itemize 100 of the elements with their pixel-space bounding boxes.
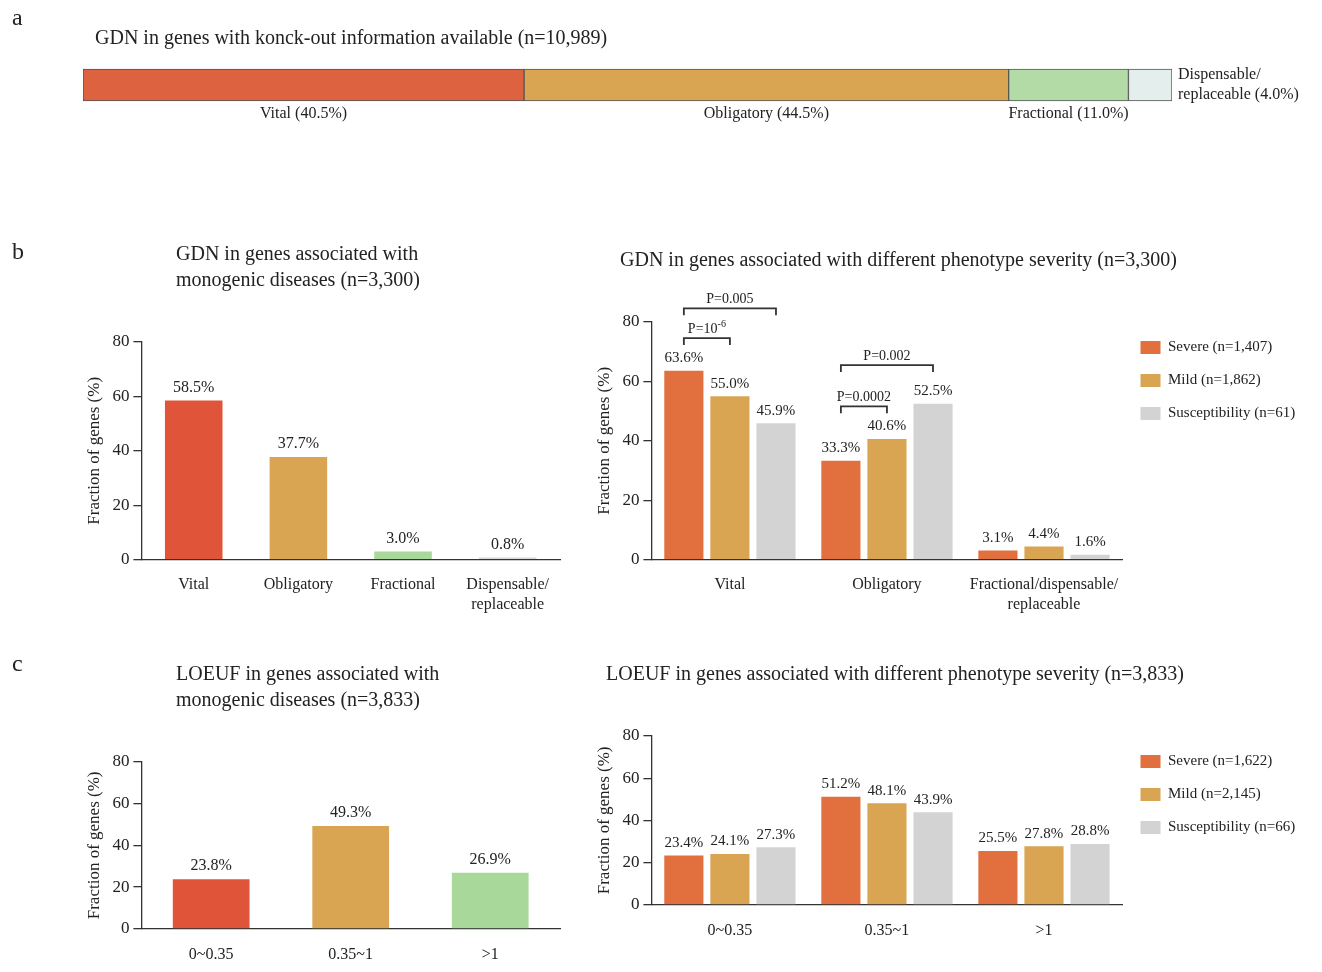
data-label: 24.1% (710, 832, 750, 849)
data-label: Dispensable/ replaceable (4.0%) (1178, 65, 1299, 104)
bar (1024, 846, 1064, 905)
bar (867, 439, 907, 559)
y-tick-label: 0 (630, 894, 640, 914)
bar (1070, 554, 1110, 559)
y-tick-label: 0 (120, 918, 130, 938)
x-tick-label: >1 (481, 944, 499, 962)
bar (821, 796, 861, 905)
annotation: P=0.002 (863, 348, 911, 364)
text: a (12, 4, 23, 31)
x-tick-label: >1 (1035, 920, 1053, 938)
data-label: 49.3% (330, 803, 372, 821)
y-tick-label: 20 (112, 876, 130, 896)
y-tick-label: 60 (112, 793, 130, 813)
x-tick-label: Obligatory (852, 575, 922, 594)
bar (710, 396, 750, 559)
data-label: 28.8% (1070, 822, 1110, 839)
data-label: 33.3% (821, 439, 861, 456)
text: P=0.005 (706, 291, 754, 307)
x-tick-label: Vital (714, 575, 746, 593)
data-label: 51.2% (821, 775, 861, 792)
bar (269, 457, 328, 559)
bar (756, 423, 796, 559)
bar (172, 879, 250, 929)
bar (978, 550, 1018, 559)
y-tick-label: 60 (622, 370, 640, 390)
y-tick-label: 60 (112, 385, 130, 405)
chart-title: LOEUF in genes associated with different phenotype severity (n=3,833) (606, 661, 1185, 686)
y-tick-label: 20 (622, 489, 640, 509)
chart-title: LOEUF in genes associated with monogenic diseases (n=3,833) (176, 661, 441, 712)
y-axis-title: Fraction of genes (%) (593, 366, 613, 515)
annotation: P=0.0002 (836, 389, 892, 405)
data-label: 27.8% (1024, 824, 1064, 841)
data-label: 3.0% (386, 528, 420, 546)
data-label: 4.4% (1028, 524, 1060, 541)
y-axis-title: Fraction of genes (%) (83, 771, 103, 920)
x-tick-label: Fractional/dispensable/replaceable (969, 575, 1119, 613)
data-label: 48.1% (867, 781, 907, 798)
data-label: Fractional (11.0%) (1008, 104, 1129, 123)
data-label: 27.3% (756, 825, 796, 842)
y-tick-label: 80 (622, 725, 640, 745)
x-tick-label: 0.35~1 (864, 920, 910, 938)
y-tick-label: 40 (622, 809, 640, 829)
y-tick-label: 20 (622, 852, 640, 872)
data-label: 25.5% (978, 829, 1018, 846)
legend-label: Mild (n=2,145) (1168, 785, 1261, 803)
legend-label: Susceptibility (n=66) (1168, 818, 1296, 836)
legend-label: Mild (n=1,862) (1168, 371, 1261, 389)
text: b (12, 238, 24, 265)
bar (1024, 546, 1064, 559)
data-label: 45.9% (756, 401, 796, 418)
y-tick-label: 60 (622, 767, 640, 787)
bar (374, 551, 432, 559)
bar (913, 403, 953, 559)
y-tick-label: 20 (112, 494, 130, 514)
data-label: 26.9% (469, 849, 511, 867)
text: c (12, 650, 23, 677)
bar (867, 803, 907, 905)
data-label: 52.5% (913, 382, 953, 399)
data-label: 55.0% (710, 374, 750, 391)
data-label: 37.7% (277, 434, 320, 452)
chart-title: GDN in genes associated with monogenic diseases (n=3,300) (176, 241, 421, 292)
data-label: 1.6% (1074, 533, 1106, 550)
y-tick-label: 40 (112, 834, 130, 854)
legend-label: Susceptibility (n=61) (1168, 404, 1296, 422)
x-tick-label: Obligatory (263, 575, 334, 594)
legend-label: Severe (n=1,407) (1168, 338, 1273, 356)
data-label: Vital (40.5%) (260, 104, 348, 123)
x-tick-label: 0~0.35 (188, 944, 234, 962)
y-tick-label: 80 (112, 331, 130, 351)
x-tick-label: Fractional (370, 575, 437, 593)
data-label: 63.6% (664, 349, 704, 366)
bar (821, 460, 861, 559)
x-tick-label: 0.35~1 (328, 944, 374, 962)
y-tick-label: 0 (630, 549, 640, 569)
data-label: 58.5% (173, 377, 215, 395)
data-label: 3.1% (982, 528, 1014, 545)
bar (1070, 844, 1110, 905)
x-tick-label: Dispensable/replaceable (466, 575, 550, 613)
data-label: Obligatory (44.5%) (703, 104, 829, 123)
y-tick-label: 40 (112, 440, 130, 460)
bar (756, 847, 796, 905)
data-label: 43.9% (913, 790, 953, 807)
y-tick-label: 80 (622, 311, 640, 331)
bar (664, 370, 704, 559)
chart-title: GDN in genes with konck-out information available (n=10,989) (95, 25, 609, 50)
y-tick-label: 0 (120, 549, 130, 569)
bar (978, 851, 1018, 905)
y-tick-label: 80 (112, 751, 130, 771)
bar (451, 872, 529, 929)
bar (312, 826, 390, 929)
y-tick-label: 40 (622, 430, 640, 450)
bar (913, 812, 953, 905)
x-tick-label: Vital (178, 575, 210, 593)
data-label: 23.4% (664, 833, 704, 850)
legend-label: Severe (n=1,622) (1168, 752, 1273, 770)
bar (664, 855, 704, 905)
bar (710, 853, 750, 905)
x-tick-label: 0~0.35 (707, 920, 753, 938)
